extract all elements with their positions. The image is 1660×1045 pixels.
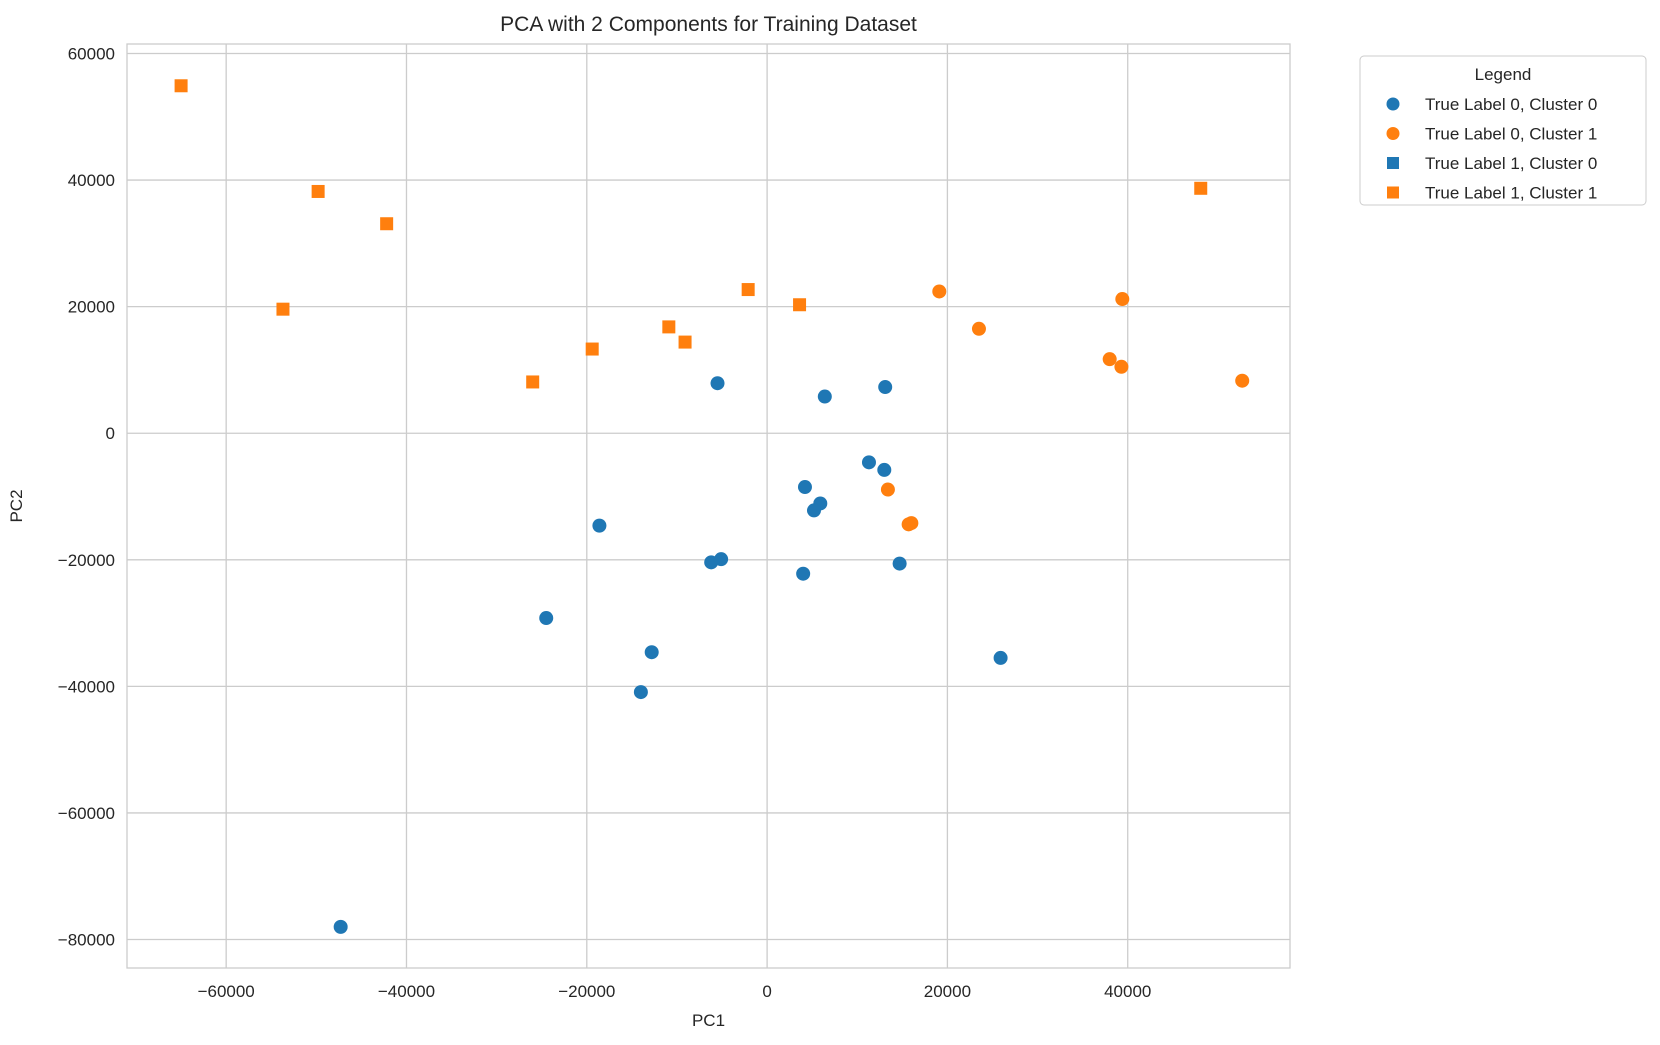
legend-marker xyxy=(1387,157,1399,169)
data-point-square xyxy=(311,184,325,198)
data-points xyxy=(174,79,1250,934)
data-point-circle xyxy=(633,685,648,700)
data-point-square xyxy=(380,217,394,231)
data-point-square xyxy=(276,302,290,316)
y-tick-label: 20000 xyxy=(68,298,115,317)
x-tick-label: −60000 xyxy=(198,982,255,1001)
legend-label: True Label 1, Cluster 0 xyxy=(1425,154,1597,173)
y-tick-label: −40000 xyxy=(58,677,115,696)
data-point-circle xyxy=(710,376,725,391)
y-tick-label: −80000 xyxy=(58,931,115,950)
data-point-square xyxy=(678,335,692,349)
data-point-circle xyxy=(644,645,659,660)
x-tick-label: −40000 xyxy=(378,982,435,1001)
data-point-circle xyxy=(1114,359,1129,374)
x-axis-label: PC1 xyxy=(692,1011,725,1030)
plot-frame xyxy=(126,43,1291,969)
data-point-circle xyxy=(539,611,554,626)
y-tick-label: 40000 xyxy=(68,171,115,190)
y-tick-label: 60000 xyxy=(68,44,115,63)
data-point-circle xyxy=(796,566,811,581)
legend-label: True Label 0, Cluster 0 xyxy=(1425,95,1597,114)
data-point-circle xyxy=(861,455,876,470)
data-point-circle xyxy=(892,556,907,571)
x-tick-label: −20000 xyxy=(558,982,615,1001)
data-point-square xyxy=(526,375,540,389)
data-point-circle xyxy=(797,480,812,495)
data-point-square xyxy=(174,79,188,93)
legend-items: True Label 0, Cluster 0 True Label 0, Clu… xyxy=(1386,95,1597,203)
chart-title: PCA with 2 Components for Training Datas… xyxy=(500,13,917,36)
y-tick-label: 0 xyxy=(106,424,115,443)
data-point-circle xyxy=(877,462,892,477)
data-point-circle xyxy=(714,552,729,567)
legend-title: Legend xyxy=(1475,65,1532,84)
data-point-square xyxy=(585,342,599,356)
data-point-circle xyxy=(333,919,348,934)
data-point-circle xyxy=(592,518,607,533)
y-tick-label: −20000 xyxy=(58,551,115,570)
data-point-circle xyxy=(904,516,919,531)
legend-marker xyxy=(1387,186,1399,199)
x-tick-label: 40000 xyxy=(1104,982,1151,1001)
data-point-circle xyxy=(1102,352,1117,367)
legend-marker xyxy=(1386,127,1400,140)
x-tick-label: 0 xyxy=(762,982,771,1001)
data-point-circle xyxy=(971,321,986,336)
data-point-circle xyxy=(1115,292,1130,307)
data-point-square xyxy=(741,283,755,297)
x-tick-label: 20000 xyxy=(924,982,971,1001)
legend-box xyxy=(1359,55,1647,206)
y-axis-label: PC2 xyxy=(7,489,26,522)
data-point-square xyxy=(1194,181,1208,195)
y-tick-label: −60000 xyxy=(58,804,115,823)
legend-label: True Label 1, Cluster 1 xyxy=(1425,184,1597,203)
data-point-square xyxy=(793,298,807,312)
data-point-circle xyxy=(817,389,832,404)
data-point-circle xyxy=(806,503,821,518)
data-point-circle xyxy=(880,482,895,497)
legend-marker xyxy=(1386,97,1400,111)
data-point-circle xyxy=(993,650,1008,665)
data-point-circle xyxy=(1235,373,1250,388)
data-point-square xyxy=(662,320,676,334)
legend-label: True Label 0, Cluster 1 xyxy=(1425,125,1597,144)
data-point-circle xyxy=(932,284,947,299)
data-point-circle xyxy=(878,380,893,395)
tick-labels: −60000 −40000 −20000 0 20000 40000 60000 40000 2… xyxy=(58,44,1152,1001)
grid-lines xyxy=(127,44,1290,968)
